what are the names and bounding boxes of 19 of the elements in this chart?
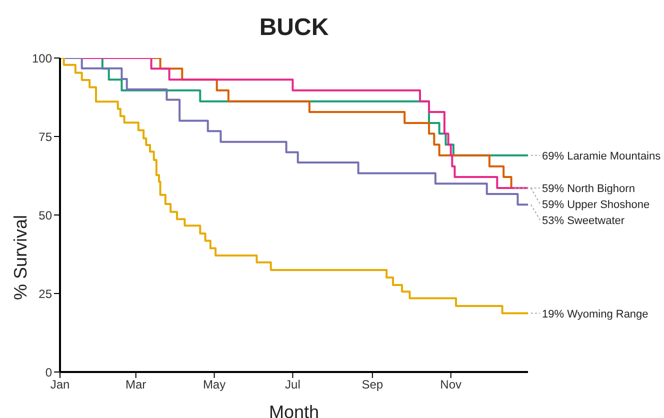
text: 59% North Bighorn <box>542 182 635 195</box>
series-label: 59% Upper Shoshone <box>542 198 650 211</box>
x-axis-title: Month <box>268 402 320 418</box>
x-tick-label: Jul <box>285 378 300 392</box>
x-tick-label: Mar <box>126 378 146 392</box>
x-tick-label: Sep <box>362 378 384 392</box>
y-tick-label: 25 <box>38 286 52 301</box>
x-tick-label: Jan <box>50 378 70 392</box>
series-label: 53% Sweetwater <box>542 214 625 227</box>
y-axis-title: % Survival <box>10 215 30 300</box>
series-label: 69% Laramie Mountains <box>542 150 662 162</box>
y-tick-label: 50 <box>38 208 52 222</box>
y-tick-label: 75 <box>38 130 52 144</box>
x-tick-label: May <box>202 378 226 392</box>
chart-title: BUCK <box>258 14 330 42</box>
y-tick-label: 100 <box>32 51 52 66</box>
x-tick-label: Nov <box>440 378 462 392</box>
series-label: 19% Wyoming Range <box>542 308 648 320</box>
y-tick-label: 0 <box>45 365 52 380</box>
